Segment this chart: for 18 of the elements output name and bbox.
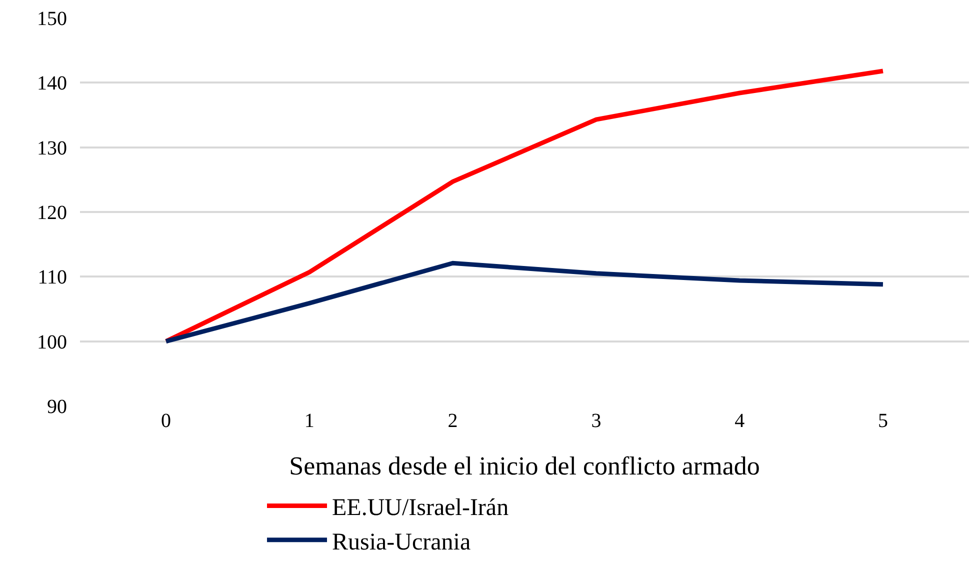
x-axis-title: Semanas desde el inicio del conflicto armado bbox=[289, 452, 760, 481]
legend-label: EE.UU/Israel-Irán bbox=[332, 495, 509, 522]
x-tick-label: 5 bbox=[878, 410, 888, 432]
x-tick-label: 4 bbox=[734, 410, 745, 432]
y-tick-label: 130 bbox=[37, 137, 67, 160]
x-tick-label: 2 bbox=[448, 410, 458, 432]
y-tick-label: 90 bbox=[47, 396, 67, 418]
line-series bbox=[164, 68, 886, 344]
y-tick-label: 110 bbox=[38, 266, 67, 289]
x-tick-label: 1 bbox=[304, 410, 314, 432]
y-tick-label: 120 bbox=[37, 202, 67, 224]
x-tick-label: 0 bbox=[161, 410, 172, 432]
legend-label: Rusia-Ucrania bbox=[332, 529, 471, 556]
y-tick-label: 140 bbox=[37, 72, 67, 95]
x-tick-label: 3 bbox=[591, 410, 602, 432]
y-tick-label: 150 bbox=[37, 8, 67, 30]
y-tick-label: 100 bbox=[37, 331, 67, 354]
line-series bbox=[164, 260, 886, 344]
